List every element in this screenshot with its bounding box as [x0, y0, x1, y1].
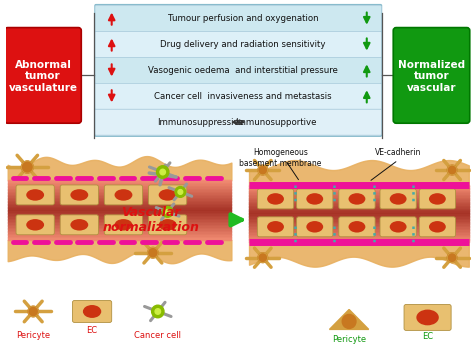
- FancyBboxPatch shape: [339, 217, 375, 237]
- Circle shape: [152, 305, 164, 318]
- Text: Homogeneous
basement membrane: Homogeneous basement membrane: [239, 148, 322, 168]
- Text: EC: EC: [422, 333, 433, 341]
- Text: Vasogenic oedema  and interstitial pressure: Vasogenic oedema and interstitial pressu…: [148, 66, 338, 75]
- FancyBboxPatch shape: [95, 57, 382, 83]
- Ellipse shape: [115, 189, 132, 201]
- Ellipse shape: [416, 310, 439, 325]
- Ellipse shape: [26, 189, 44, 201]
- Text: Drug delivery and radiation sensitivity: Drug delivery and radiation sensitivity: [160, 40, 326, 49]
- Circle shape: [342, 314, 356, 329]
- Ellipse shape: [159, 189, 176, 201]
- Ellipse shape: [429, 193, 446, 205]
- Circle shape: [28, 306, 38, 317]
- Text: Cancer cell: Cancer cell: [134, 331, 181, 340]
- Text: EC: EC: [87, 326, 98, 335]
- Text: Pericyte: Pericyte: [332, 335, 366, 344]
- Ellipse shape: [267, 221, 284, 232]
- Text: Immunosuppressive: Immunosuppressive: [157, 118, 245, 127]
- FancyBboxPatch shape: [380, 217, 416, 237]
- Polygon shape: [329, 309, 369, 329]
- FancyBboxPatch shape: [73, 300, 112, 323]
- Circle shape: [156, 166, 169, 178]
- Circle shape: [160, 169, 165, 175]
- FancyBboxPatch shape: [5, 27, 81, 123]
- Text: Cancer cell  invasiveness and metastasis: Cancer cell invasiveness and metastasis: [155, 92, 332, 101]
- FancyBboxPatch shape: [419, 189, 456, 209]
- FancyBboxPatch shape: [404, 304, 451, 330]
- FancyBboxPatch shape: [95, 109, 382, 135]
- Ellipse shape: [71, 219, 88, 231]
- FancyBboxPatch shape: [104, 215, 143, 235]
- FancyBboxPatch shape: [148, 185, 187, 205]
- Circle shape: [155, 309, 161, 314]
- FancyBboxPatch shape: [16, 215, 55, 235]
- Text: VE-cadherin: VE-cadherin: [375, 148, 421, 157]
- Text: Abnormal
tumor
vasculature: Abnormal tumor vasculature: [9, 60, 78, 93]
- Circle shape: [175, 187, 186, 197]
- Circle shape: [162, 206, 173, 217]
- Ellipse shape: [267, 193, 284, 205]
- Ellipse shape: [348, 193, 365, 205]
- FancyBboxPatch shape: [419, 217, 456, 237]
- Text: Vascular
normalization: Vascular normalization: [102, 206, 200, 234]
- Circle shape: [447, 165, 457, 175]
- Circle shape: [447, 253, 457, 263]
- Circle shape: [21, 161, 33, 173]
- FancyBboxPatch shape: [104, 185, 143, 205]
- FancyBboxPatch shape: [95, 6, 382, 32]
- Ellipse shape: [115, 219, 132, 231]
- FancyBboxPatch shape: [60, 215, 99, 235]
- Ellipse shape: [159, 219, 176, 231]
- Circle shape: [178, 189, 182, 194]
- FancyBboxPatch shape: [257, 189, 294, 209]
- Ellipse shape: [83, 305, 101, 318]
- Text: Tumour perfusion and oxygenation: Tumour perfusion and oxygenation: [168, 14, 319, 23]
- FancyBboxPatch shape: [393, 27, 470, 123]
- Circle shape: [258, 253, 268, 263]
- Ellipse shape: [26, 219, 44, 231]
- Ellipse shape: [71, 189, 88, 201]
- Circle shape: [165, 209, 170, 214]
- FancyBboxPatch shape: [297, 217, 333, 237]
- Ellipse shape: [306, 221, 323, 232]
- FancyBboxPatch shape: [380, 189, 416, 209]
- FancyBboxPatch shape: [95, 83, 382, 109]
- Ellipse shape: [390, 221, 407, 232]
- Circle shape: [148, 247, 158, 258]
- FancyBboxPatch shape: [95, 32, 382, 57]
- Text: Immunosupportive: Immunosupportive: [235, 118, 316, 127]
- Text: Pericyte: Pericyte: [16, 331, 50, 340]
- Ellipse shape: [390, 193, 407, 205]
- FancyBboxPatch shape: [60, 185, 99, 205]
- Circle shape: [258, 165, 268, 175]
- FancyBboxPatch shape: [148, 215, 187, 235]
- Text: Normalized
tumor
vascular: Normalized tumor vascular: [398, 60, 465, 93]
- FancyBboxPatch shape: [16, 185, 55, 205]
- FancyBboxPatch shape: [257, 217, 294, 237]
- FancyBboxPatch shape: [297, 189, 333, 209]
- FancyBboxPatch shape: [339, 189, 375, 209]
- Ellipse shape: [429, 221, 446, 232]
- Ellipse shape: [306, 193, 323, 205]
- Ellipse shape: [348, 221, 365, 232]
